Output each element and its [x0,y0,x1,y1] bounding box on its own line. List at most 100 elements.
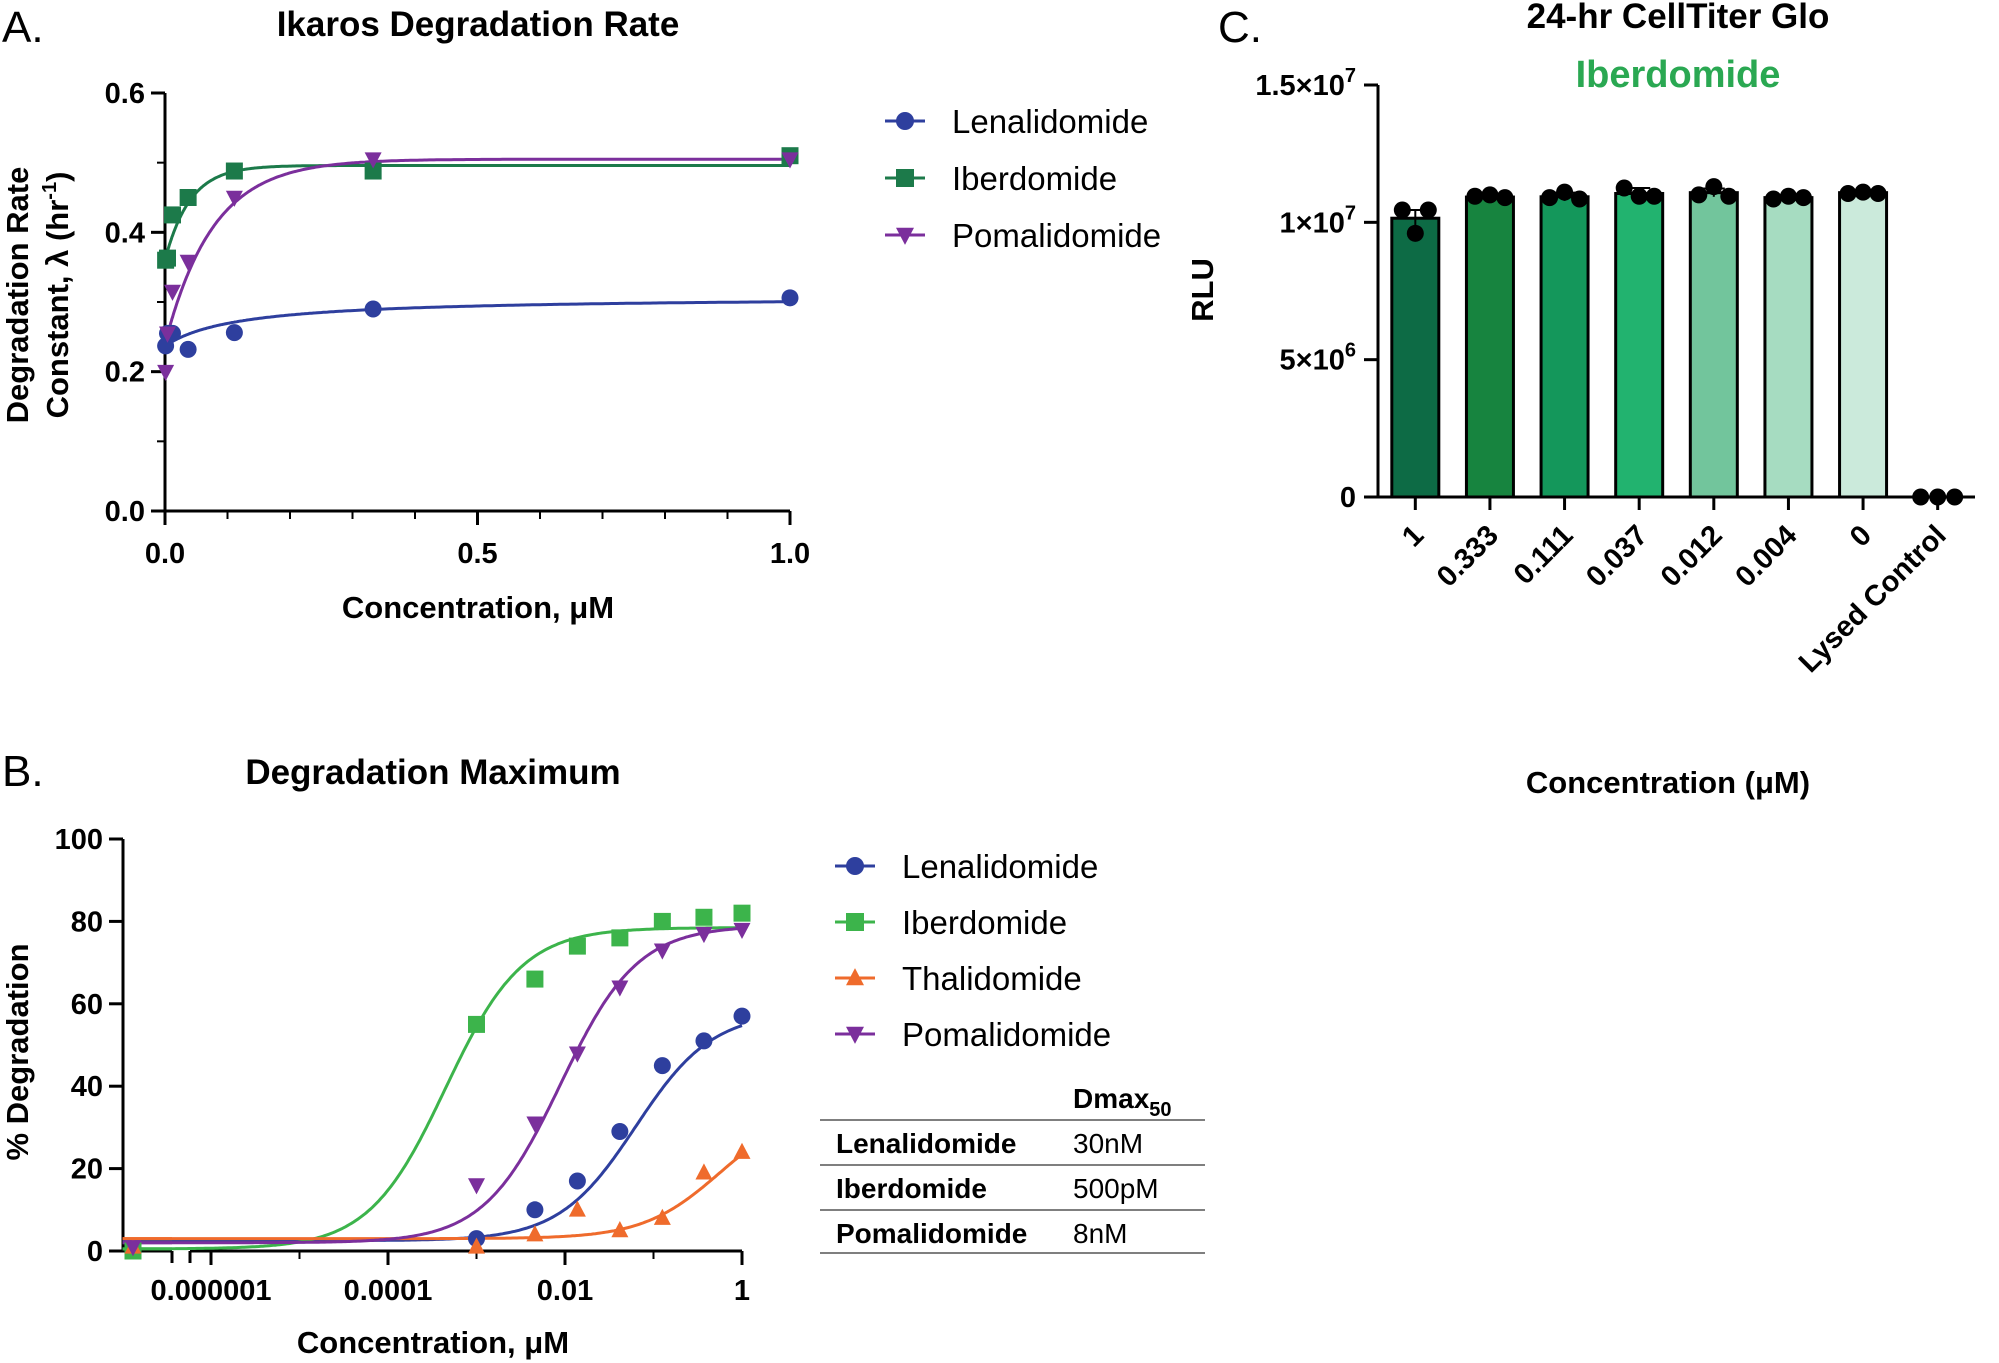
panel-a-data-point [179,189,197,206]
panel-b-legend-marker [846,1026,864,1044]
panel-b: B. Degradation Maximum % Degradation Con… [0,747,1205,1360]
panel-a-data-point [179,340,197,358]
panel-a-title: Ikaros Degradation Rate [277,5,680,44]
panel-a-label: A. [2,3,44,52]
panel-a-data-point [157,364,175,382]
panel-b-xlabel: Concentration, μM [297,1325,569,1360]
dmax-table: Dmax50 Lenalidomide 30nM Iberdomide 500p… [820,1083,1205,1254]
panel-b-legend-label: Lenalidomide [902,848,1098,885]
panel-a-x-tick-label: 0.5 [457,538,497,570]
dmax-table-value-lenalidomide: 30nM [1073,1128,1143,1159]
panel-a-legend-label: Pomalidomide [952,217,1161,254]
panel-c-y-tick-exponent: 7 [1345,65,1356,87]
panel-b-data-point [733,1007,751,1025]
panel-a-fit-line [164,157,790,343]
panel-b-data-point [695,1163,713,1180]
panel-c-x-tick-label: 0.037 [1580,519,1654,593]
panel-b-data-point [733,1142,751,1159]
panel-c-bar [1763,196,1814,499]
panel-a-y-tick-label: 0.4 [105,217,145,249]
panel-b-data-point [611,980,629,997]
panel-a-legend: Lenalidomide Iberdomide Pomalidomide [885,103,1161,254]
panel-c-bar [1614,191,1665,499]
panel-a-fit-line [164,300,791,347]
panel-b-data-point [653,1208,671,1225]
panel-a-x-tick-label: 0.0 [145,538,185,570]
panel-c: C. 24-hr CellTiter Glo Iberdomide RLU Co… [1185,0,1975,800]
panel-c-replicate-point [1794,189,1812,207]
panel-c-replicate-point [1615,179,1633,197]
panel-c-replicate-point [1466,187,1484,205]
panel-c-replicate-point [1496,189,1514,207]
panel-c-replicate-point [1764,190,1782,208]
panel-b-legend-marker [846,857,864,875]
panel-b-y-tick-label: 60 [71,989,103,1021]
panel-b-label: B. [2,747,44,796]
panel-c-bar [1464,195,1515,499]
panel-b-y-tick-label: 20 [71,1154,103,1186]
panel-a-y-tick-label: 0.0 [105,496,145,528]
panel-a-legend-marker [896,169,914,187]
panel-a-data-point [159,249,176,267]
panel-b-data-point [468,1178,485,1195]
panel-a-axes: 0.0 0.2 0.4 0.6 0.0 0.5 1.0 [105,78,810,570]
panel-a-fit-lines [164,157,791,347]
panel-c-replicate-point [1406,224,1424,242]
panel-b-fit-line [122,926,742,1251]
panel-b-y-tick-label: 100 [55,824,103,856]
panel-c-replicate-point [1645,187,1663,205]
panel-c-x-tick-label: 1 [1396,519,1430,553]
panel-b-title: Degradation Maximum [245,753,620,792]
panel-b-legend-label: Thalidomide [902,960,1082,997]
panel-b-data-point [526,1201,544,1219]
panel-c-label: C. [1218,3,1262,52]
panel-b-data-point [695,1032,713,1050]
panel-b-data-point [695,908,713,926]
panel-c-y-tick-label: 5×106 [1280,340,1356,377]
panel-c-bar [1539,195,1590,499]
panel-c-xlabel: Concentration (μM) [1526,765,1810,800]
panel-c-subtitle: Iberdomide [1576,54,1781,96]
panel-b-ylabel: % Degradation [0,943,35,1160]
panel-a-points [157,147,799,382]
panel-a: A. Ikaros Degradation Rate Degradation R… [0,3,1161,625]
panel-c-x-tick-label: 0.004 [1729,519,1803,593]
panel-a-data-point [364,152,382,169]
panel-c-replicate-point [1946,488,1964,506]
panel-a-legend-label: Lenalidomide [952,103,1148,140]
panel-b-data-point [611,1123,629,1141]
panel-a-data-point [164,206,181,224]
panel-a-data-point [364,300,382,318]
panel-b-data-point [611,1221,629,1238]
panel-b-data-point [611,929,629,947]
panel-c-y-tick-mantissa: 1×10 [1280,207,1345,239]
panel-a-xlabel: Concentration, μM [342,590,614,625]
panel-c-replicate-point [1481,186,1499,204]
panel-b-x-tick-label: 0.000001 [151,1275,272,1307]
panel-c-replicate-point [1839,184,1857,202]
panel-c-ylabel: RLU [1185,258,1220,322]
panel-b-axes: 0 20 40 60 80 100 0.000001 0.0001 0.01 1 [55,824,750,1307]
panel-a-legend-marker [896,112,914,130]
panel-b-fit-line [122,1024,743,1243]
panel-b-data-point [526,970,544,988]
panel-c-x-tick-label: 0.111 [1508,519,1580,591]
panel-b-data-point [468,1237,485,1254]
panel-a-ylabel-line2-post: ) [40,172,75,182]
panel-c-y-tick-exponent: 7 [1345,202,1356,224]
panel-b-data-point [568,937,586,955]
panel-b-points [124,904,751,1260]
panel-c-x-tick-label: 0.333 [1431,519,1505,593]
dmax-table-header: Dmax50 [1073,1083,1172,1121]
panel-b-x-tick-label: 1 [734,1275,750,1307]
panel-c-replicate-point [1720,187,1738,205]
panel-a-legend-label: Iberdomide [952,160,1117,197]
panel-c-bar [1688,191,1739,499]
panel-b-data-point [653,912,671,930]
panel-c-y-tick-label: 1.5×107 [1255,65,1356,102]
panel-c-x-tick-label: 0 [1844,519,1878,553]
panel-b-y-tick-label: 0 [87,1236,103,1268]
panel-c-replicate-point [1854,183,1872,201]
panel-c-replicate-point [1929,488,1947,506]
